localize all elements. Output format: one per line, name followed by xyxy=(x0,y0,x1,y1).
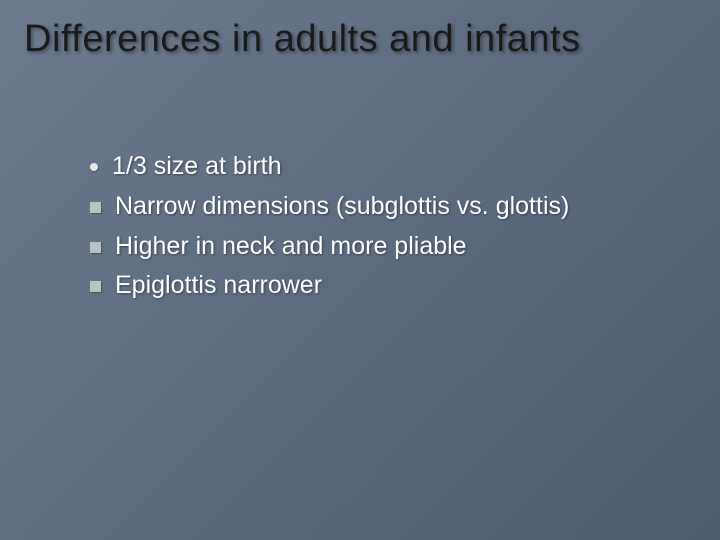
slide-title: Differences in adults and infants xyxy=(24,18,696,61)
bullet-square-icon xyxy=(90,281,101,292)
list-item-text: Epiglottis narrower xyxy=(115,269,680,303)
list-item: 1/3 size at birth xyxy=(90,150,680,184)
list-item-text: Higher in neck and more pliable xyxy=(115,230,680,264)
list-item-text: 1/3 size at birth xyxy=(112,150,680,184)
list-item-text: Narrow dimensions (subglottis vs. glotti… xyxy=(115,190,680,224)
list-item: Epiglottis narrower xyxy=(90,269,680,303)
bullet-square-icon xyxy=(90,242,101,253)
slide: Differences in adults and infants 1/3 si… xyxy=(0,0,720,540)
bullet-square-icon xyxy=(90,202,101,213)
list-item: Higher in neck and more pliable xyxy=(90,230,680,264)
bullet-disc-icon xyxy=(90,163,98,171)
list-item: Narrow dimensions (subglottis vs. glotti… xyxy=(90,190,680,224)
bullet-list: 1/3 size at birth Narrow dimensions (sub… xyxy=(90,150,680,309)
